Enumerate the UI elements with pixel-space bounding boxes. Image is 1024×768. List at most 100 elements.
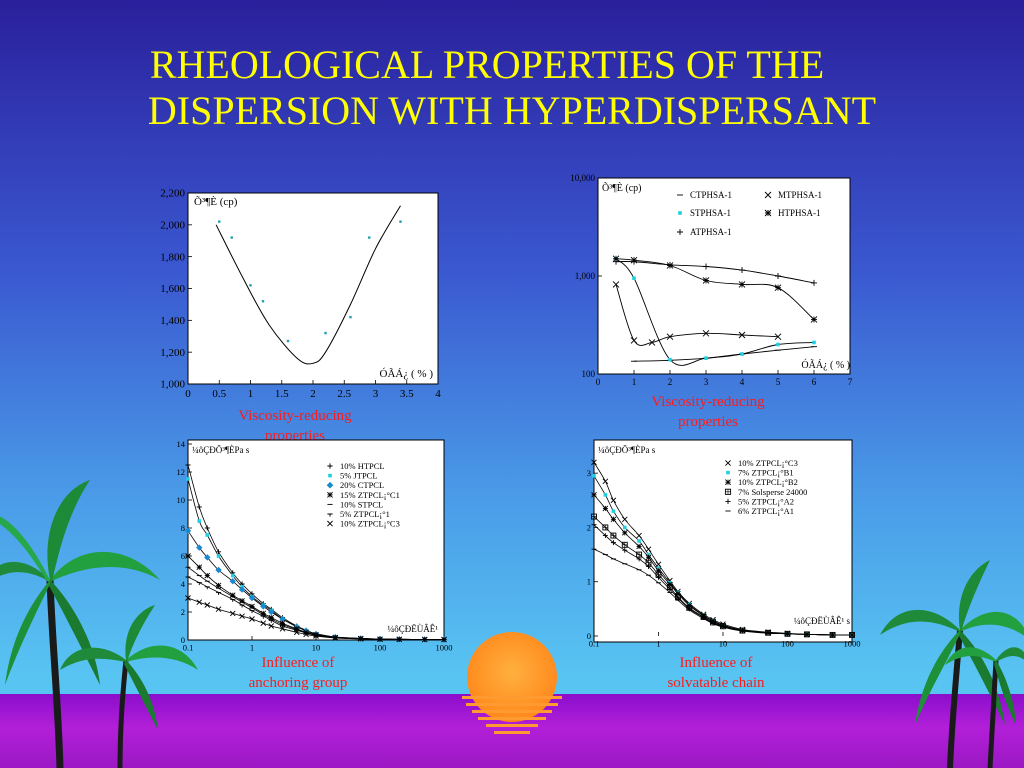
plot-area: [597, 177, 851, 375]
slide-title: RHEOLOGICAL PROPERTIES OF THE DISPERSION…: [0, 42, 1024, 134]
data-point: [738, 281, 746, 288]
x-tick-label: 1000: [844, 639, 861, 649]
legend-label: 10% ZTPCL¡°C3: [738, 458, 798, 468]
data-point: [280, 625, 286, 629]
data-point: [268, 608, 275, 616]
sun-reflection: [486, 724, 538, 727]
data-point: [738, 331, 746, 339]
caption-chart-4: Influence of solvatable chain: [636, 653, 796, 693]
sunset-sun: [467, 632, 557, 722]
data-point: [303, 631, 309, 638]
x-tick-label: 1: [248, 388, 254, 400]
data-point: [775, 273, 781, 279]
legend-label: STPHSA-1: [690, 208, 731, 218]
chart-viscosity-log: Õ³¶È (cp) ÓÃÁ¿ ( % ) 100 1,000 10,000 0 1 2 3…: [570, 173, 853, 387]
data-point: [678, 211, 682, 215]
data-point: [704, 356, 708, 360]
data-point: [238, 586, 246, 593]
x-axis-label: ÓÃÁ¿ ( % ): [801, 359, 850, 371]
y-tick-label: 1,800: [160, 251, 185, 263]
y-axis-label: Õ³¶È (cp): [602, 182, 641, 194]
data-point: [740, 352, 744, 356]
y-tick-label: 10: [177, 495, 186, 505]
data-point: [811, 279, 817, 286]
legend-label: HTPHSA-1: [778, 208, 821, 218]
x-tick-label: 0: [185, 388, 191, 400]
x-tick-label: 2: [310, 388, 316, 400]
y-tick-labels: 100 1,000 10,000: [570, 173, 602, 379]
x-tick-label: 10: [312, 643, 321, 653]
legend-label: 6% ZTPCL¡°A1: [738, 506, 794, 516]
x-tick-label: 5: [776, 377, 781, 387]
data-point: [216, 591, 222, 595]
y-tick-label: 1,000: [575, 271, 596, 281]
data-point: [603, 493, 608, 497]
legend-label: 10% STPCL: [340, 499, 383, 509]
x-tick-label: 100: [374, 643, 387, 653]
y-tick-label: 1,200: [160, 347, 185, 359]
data-point: [636, 532, 642, 539]
data-point: [239, 597, 245, 604]
data-point: [724, 488, 732, 495]
data-point: [441, 636, 447, 643]
data-point: [646, 564, 652, 570]
data-point: [279, 620, 286, 627]
data-point: [185, 462, 191, 468]
sun-reflection: [472, 710, 552, 713]
data-point: [776, 342, 780, 347]
legend-label: 7% ZTPCL¡°B1: [738, 468, 794, 478]
data-point: [703, 263, 709, 270]
data-point: [205, 533, 210, 537]
data-point: [591, 522, 597, 528]
x-tick-label: 3: [373, 388, 379, 400]
y-axis-label: ¼ôÇÐÕ³¶ÈPa s: [598, 445, 656, 455]
data-point: [204, 602, 211, 608]
legend-label: 5% ZTPCL¡°A2: [738, 496, 794, 506]
data-point: [725, 479, 731, 486]
data-point: [630, 337, 638, 344]
y-tick-label: 0: [587, 631, 591, 641]
data-point: [610, 497, 617, 504]
data-point: [739, 267, 745, 274]
x-tick-label: 3.5: [400, 388, 414, 400]
data-point: [197, 519, 202, 523]
data-point: [655, 568, 662, 574]
data-point: [229, 592, 236, 599]
x-tick-label: 2: [668, 377, 673, 387]
chart-viscosity-dosage: Õ³¶È (cp) ÓÃÁ¿ ( % ) 1,000 1,200 1,400 1,60…: [160, 188, 441, 400]
chart-solvatable-chain: ¼ôÇÐÕ³¶ÈPa s ¼ôÇÐËÙÂÊ¹ s 0 1 2 3 0.1 1 10 100 1…: [587, 439, 861, 649]
legend-label: 10% HTPCL: [340, 461, 385, 471]
legend-label: ATPHSA-1: [690, 227, 732, 237]
data-point: [357, 636, 364, 642]
y-tick-label: 12: [177, 467, 186, 477]
data-point: [327, 491, 333, 498]
data-point: [204, 525, 210, 531]
title-line-2: DISPERSION WITH HYPERDISPERSANT: [147, 88, 877, 133]
data-point: [648, 339, 656, 346]
data-point: [249, 610, 255, 614]
x-tick-label: 0: [596, 377, 601, 387]
data-point: [677, 229, 683, 235]
data-point: [592, 474, 596, 478]
x-tick-label: 1: [656, 639, 660, 649]
data-point: [602, 478, 609, 485]
x-tick-label: 3: [704, 377, 709, 387]
x-tick-label: 1: [632, 377, 637, 387]
data-point: [612, 255, 620, 263]
data-point: [293, 629, 300, 636]
plot-area: [187, 439, 445, 641]
data-point: [230, 236, 233, 239]
data-point: [812, 340, 816, 345]
y-tick-label: 8: [181, 523, 185, 533]
plot-area: [187, 192, 439, 385]
x-tick-label: 10: [719, 639, 728, 649]
data-point: [726, 470, 730, 475]
data-point: [185, 553, 191, 559]
sun-reflection: [478, 717, 546, 720]
data-point: [656, 566, 661, 570]
legend-label: 20% CTPCL: [340, 480, 384, 490]
x-tick-label: 4: [740, 377, 745, 387]
x-axis-label: ¼ôÇÐËÙÂÊ¹: [388, 624, 439, 634]
data-point: [260, 620, 267, 627]
x-tick-label: 1000: [436, 643, 453, 653]
